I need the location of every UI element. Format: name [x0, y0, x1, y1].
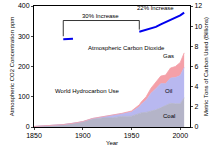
svg-text:Gas: Gas — [163, 53, 174, 59]
svg-text:400: 400 — [18, 2, 30, 9]
svg-text:1900: 1900 — [75, 132, 91, 139]
svg-text:Atmospheric Carbon Dioxide: Atmospheric Carbon Dioxide — [88, 45, 165, 51]
svg-text:Coal: Coal — [163, 113, 175, 119]
svg-text:10: 10 — [194, 23, 202, 30]
svg-text:World Hydrocarbon Use: World Hydrocarbon Use — [55, 88, 120, 94]
svg-text:0: 0 — [194, 123, 198, 130]
svg-text:12: 12 — [194, 2, 202, 9]
svg-text:1850: 1850 — [26, 132, 42, 139]
svg-text:30% Increase: 30% Increase — [82, 13, 119, 19]
svg-text:8: 8 — [194, 43, 198, 50]
svg-text:22% Increase: 22% Increase — [137, 5, 174, 11]
svg-text:0: 0 — [26, 123, 30, 130]
svg-text:100: 100 — [18, 93, 30, 100]
svg-text:1950: 1950 — [124, 132, 140, 139]
svg-text:Atmospheric CO2 Concentration: Atmospheric CO2 Concentration ppm — [9, 17, 15, 117]
svg-text:300: 300 — [18, 33, 30, 40]
svg-text:2: 2 — [194, 103, 198, 110]
svg-text:Metric Tons of Carbon Used (Bi: Metric Tons of Carbon Used (Billions) — [203, 17, 209, 116]
svg-text:200: 200 — [18, 63, 30, 70]
svg-text:Year: Year — [106, 140, 118, 146]
svg-text:4: 4 — [194, 83, 198, 90]
svg-text:2000: 2000 — [172, 132, 188, 139]
svg-text:Oil: Oil — [165, 88, 172, 94]
svg-text:6: 6 — [194, 63, 198, 70]
